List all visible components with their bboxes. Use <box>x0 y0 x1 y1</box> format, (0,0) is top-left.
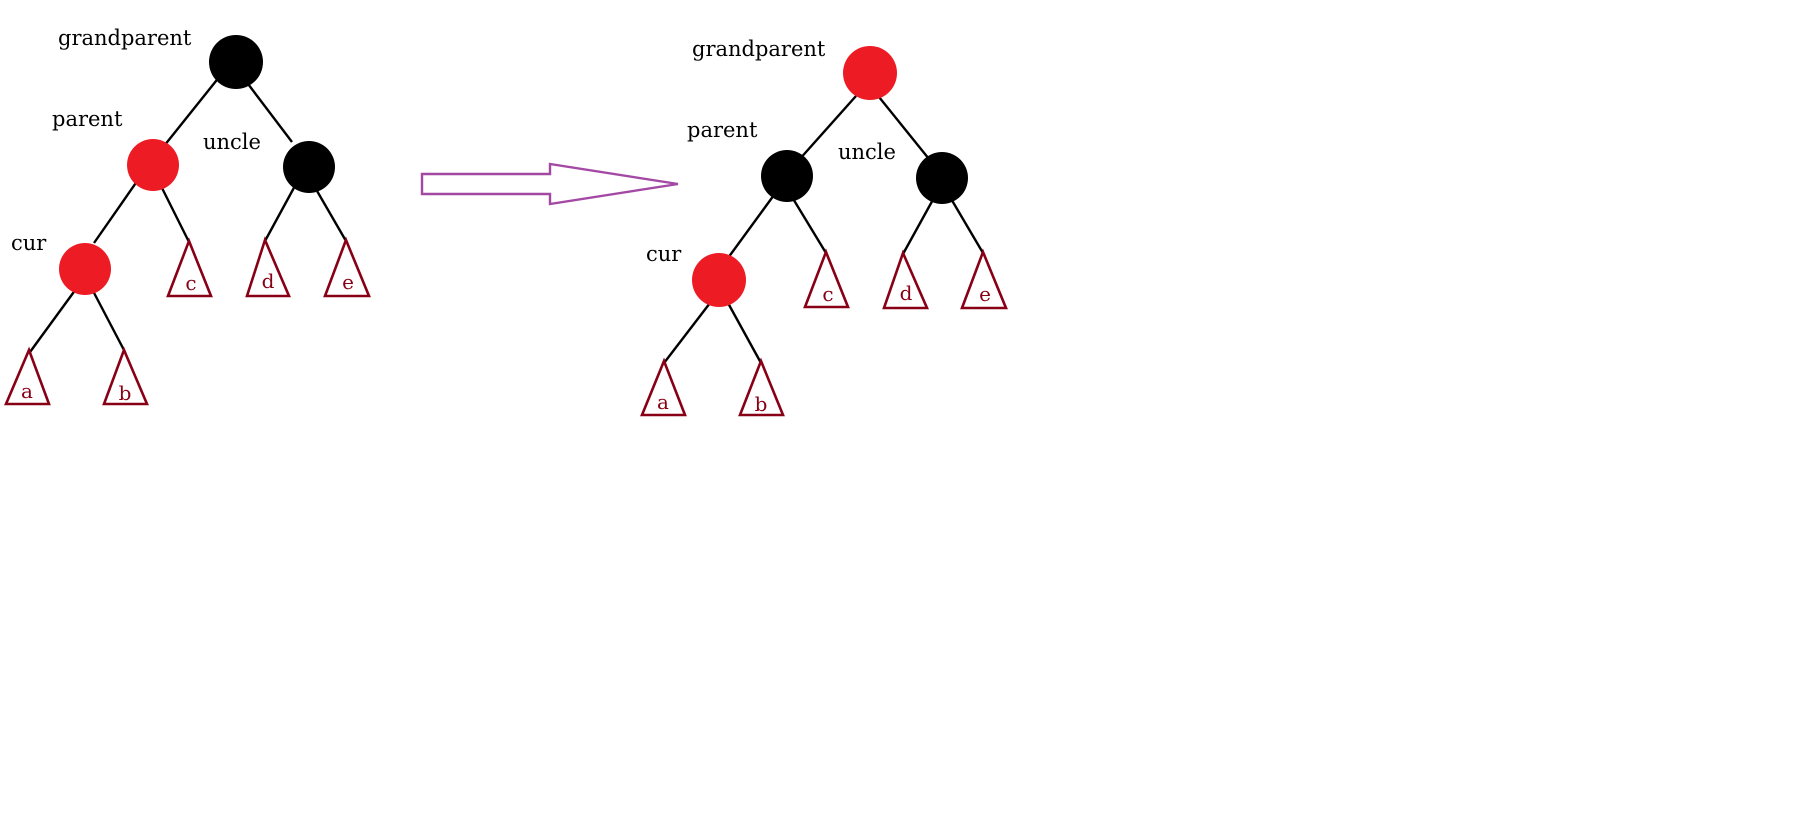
edge-uncle-d <box>263 183 298 242</box>
after-subtree-a: a <box>640 357 687 417</box>
edge-uncle-e <box>311 183 348 242</box>
edge-uncle-d <box>901 195 937 255</box>
after-uncle-label: uncle <box>838 140 896 164</box>
edge-parent-c <box>156 179 191 243</box>
after-tree: grandparent parent uncle cur a b c d e <box>640 37 1008 417</box>
subtree-label-a: a <box>21 379 33 403</box>
before-grandparent-label: grandparent <box>58 26 192 50</box>
before-subtree-e: e <box>323 236 371 298</box>
subtree-triangle <box>640 357 687 417</box>
edge-uncle-e <box>948 196 985 254</box>
subtree-triangle <box>738 357 785 417</box>
after-cur-node <box>692 253 746 307</box>
after-parent-label: parent <box>687 118 758 142</box>
after-cur-label: cur <box>646 242 682 266</box>
edge-grandparent-parent <box>163 75 221 147</box>
before-tree: grandparent parent uncle cur a b c d e <box>4 26 371 406</box>
subtree-label-b: b <box>755 392 768 416</box>
after-parent-node <box>761 150 813 202</box>
after-uncle-node <box>916 152 968 204</box>
subtree-triangle <box>4 346 51 406</box>
edge-cur-a <box>29 288 77 353</box>
before-uncle-node <box>283 141 335 193</box>
before-cur-node <box>59 243 111 295</box>
subtree-label-e: e <box>979 282 991 306</box>
subtree-triangle <box>102 346 149 406</box>
subtree-label-c: c <box>822 282 833 306</box>
after-subtree-d: d <box>882 249 929 310</box>
edge-grandparent-parent <box>797 95 857 162</box>
before-parent-label: parent <box>52 107 123 131</box>
after-edges <box>663 95 985 364</box>
before-grandparent-node <box>209 35 263 89</box>
edge-cur-a <box>663 302 711 364</box>
subtree-label-a: a <box>657 390 669 414</box>
after-subtree-b: b <box>738 357 785 417</box>
right-arrow-icon <box>420 162 679 206</box>
subtree-triangle <box>960 248 1008 310</box>
edge-cur-b <box>90 288 127 353</box>
arrow-shape <box>420 162 679 206</box>
after-grandparent-label: grandparent <box>692 37 826 61</box>
edge-grandparent-uncle <box>241 75 293 143</box>
after-subtree-c: c <box>803 248 850 309</box>
subtree-triangle <box>323 236 371 298</box>
before-cur-label: cur <box>11 231 47 255</box>
before-uncle-label: uncle <box>203 130 261 154</box>
before-subtree-a: a <box>4 346 51 406</box>
subtree-label-d: d <box>262 269 275 293</box>
subtree-triangle <box>245 236 291 298</box>
after-grandparent-node <box>843 46 897 100</box>
subtree-label-e: e <box>342 270 354 294</box>
subtree-triangle <box>166 237 213 298</box>
subtree-label-c: c <box>185 271 196 295</box>
edge-grandparent-uncle <box>878 96 930 160</box>
subtree-triangle <box>882 249 929 310</box>
before-edges <box>29 75 348 353</box>
before-subtree-d: d <box>245 236 291 298</box>
edge-parent-c <box>790 196 828 254</box>
subtree-label-d: d <box>900 281 913 305</box>
subtree-triangle <box>803 248 850 309</box>
edge-parent-cur <box>727 194 775 259</box>
before-subtree-c: c <box>166 237 213 298</box>
subtree-label-b: b <box>119 381 132 405</box>
before-subtree-b: b <box>102 346 149 406</box>
edge-cur-b <box>726 302 763 364</box>
after-subtree-e: e <box>960 248 1008 310</box>
before-parent-node <box>127 139 179 191</box>
edge-parent-cur <box>93 176 141 244</box>
